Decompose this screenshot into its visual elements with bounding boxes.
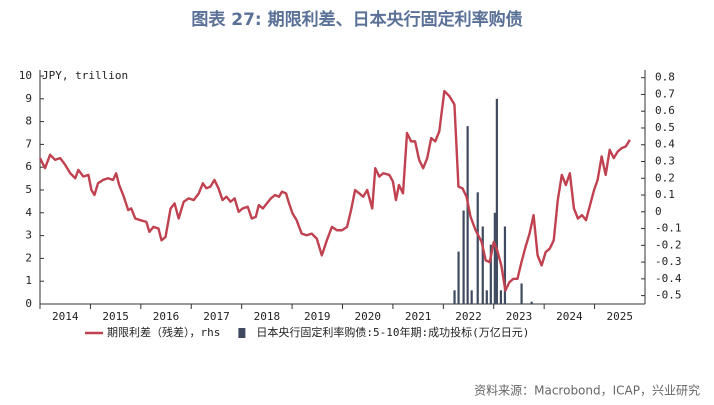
y-tick-label: 7 [25,137,32,150]
chart-title: 图表 27: 期限利差、日本央行固定利率购债 [191,9,522,30]
x-tick-label: 2015 [102,310,129,323]
legend-swatch [238,328,246,338]
y2-tick-label: -0.4 [655,272,682,285]
bar [489,244,492,304]
y-tick-label: 8 [25,115,32,128]
y2-tick-label: -0.2 [655,238,682,251]
x-tick-label: 2022 [455,310,482,323]
x-tick-label: 2025 [607,310,634,323]
y-axis-label: JPY, trillion [42,69,128,82]
y2-tick-label: 0.8 [655,71,675,84]
bar [470,290,473,304]
y2-tick-label: 0.6 [655,104,675,117]
bar [520,283,523,304]
y2-tick-label: 0.4 [655,138,675,151]
x-tick-label: 2016 [153,310,180,323]
y2-tick-label: -0.3 [655,255,682,268]
x-tick-label: 2019 [304,310,331,323]
y-tick-label: 0 [25,297,32,310]
x-tick-label: 2024 [556,310,583,323]
x-tick-label: 2017 [203,310,230,323]
bar [503,226,507,304]
y-tick-label: 9 [25,92,32,105]
y-tick-label: 6 [25,160,32,173]
y2-tick-label: 0.2 [655,171,675,184]
x-tick-label: 2020 [354,310,381,323]
y-tick-label: 1 [25,274,32,287]
bar [495,98,498,304]
bar [493,212,496,304]
y2-tick-label: -0.1 [655,222,682,235]
x-tick-label: 2014 [52,310,79,323]
x-tick-label: 2018 [254,310,281,323]
bar [457,251,460,304]
x-tick-label: 2023 [506,310,533,323]
y-tick-label: 10 [19,69,32,82]
bar [462,210,465,304]
y-tick-label: 3 [25,229,32,242]
y2-tick-label: 0.3 [655,155,675,168]
legend-label: 期限利差（残差），rhs [107,325,220,339]
source: 资料来源：Macrobond，ICAP，兴业研究 [474,383,700,398]
bar [499,290,503,304]
legend-label: 日本央行固定利率购债:5-10年期:成功投标(万亿日元) [256,325,529,339]
x-tick-label: 2021 [405,310,432,323]
y-tick-label: 4 [25,206,32,219]
y2-tick-label: 0 [655,205,662,218]
y2-tick-label: -0.5 [655,289,682,302]
y-tick-label: 2 [25,251,32,264]
bar [466,126,469,304]
bar [485,290,488,304]
y2-tick-label: 0.1 [655,188,675,201]
y2-tick-label: 0.7 [655,87,675,100]
bar [481,226,484,304]
bar [453,290,456,304]
line [38,89,631,292]
bar [476,192,479,304]
y-tick-label: 5 [25,183,32,196]
y2-tick-label: 0.5 [655,121,675,134]
bar [530,301,533,304]
